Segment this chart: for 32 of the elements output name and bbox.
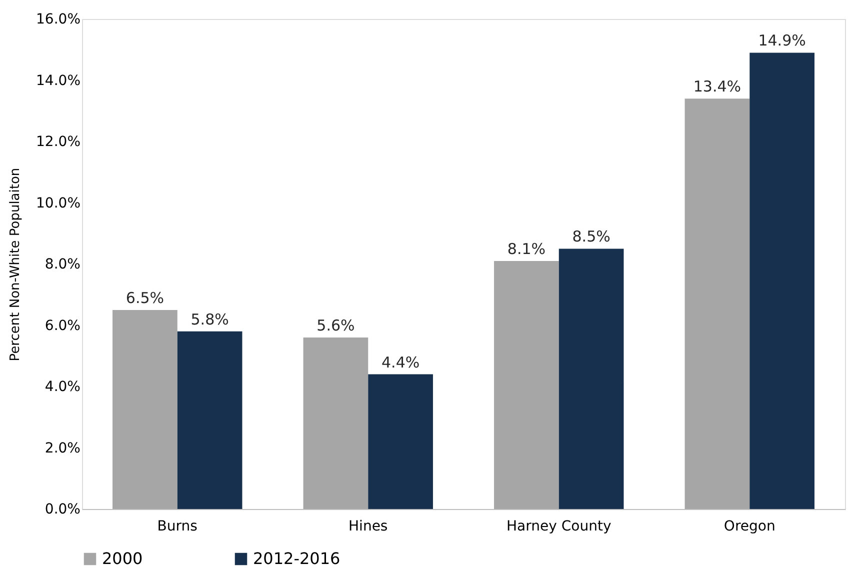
data-label: 8.1% <box>507 240 546 258</box>
data-label: 13.4% <box>693 78 742 96</box>
x-tick-label: Burns <box>157 518 198 534</box>
bar <box>177 331 242 509</box>
data-label: 6.5% <box>126 288 164 307</box>
bar <box>558 248 624 509</box>
y-tick-label: 4.0% <box>44 379 80 395</box>
x-tick-label: Harney County <box>506 518 612 534</box>
bar <box>750 52 814 509</box>
data-label: 8.5% <box>572 228 610 246</box>
x-tick-label: Hines <box>348 518 388 534</box>
bar <box>684 98 750 509</box>
y-tick-label: 14.0% <box>36 72 80 89</box>
data-label: 14.9% <box>758 32 806 50</box>
bar <box>368 374 433 509</box>
legend-label: 2012-2016 <box>253 549 340 568</box>
y-tick-label: 2.0% <box>44 440 80 456</box>
y-tick-label: 16.0% <box>36 12 80 28</box>
data-label: 5.6% <box>316 316 355 334</box>
bar <box>112 310 178 509</box>
y-tick-label: 10.0% <box>36 195 80 212</box>
bar <box>303 338 368 509</box>
y-axis-title: Percent Non-White Populaiton <box>8 168 24 362</box>
y-tick-label: 12.0% <box>36 134 80 150</box>
y-tick-label: 8.0% <box>44 256 80 272</box>
bar <box>494 260 559 509</box>
x-tick-label: Oregon <box>724 518 776 534</box>
y-tick-label: 6.0% <box>44 318 80 334</box>
data-label: 5.8% <box>190 310 229 328</box>
data-label: 4.4% <box>382 353 420 372</box>
y-tick-label: 0.0% <box>44 502 80 518</box>
legend-label: 2000 <box>102 549 143 568</box>
